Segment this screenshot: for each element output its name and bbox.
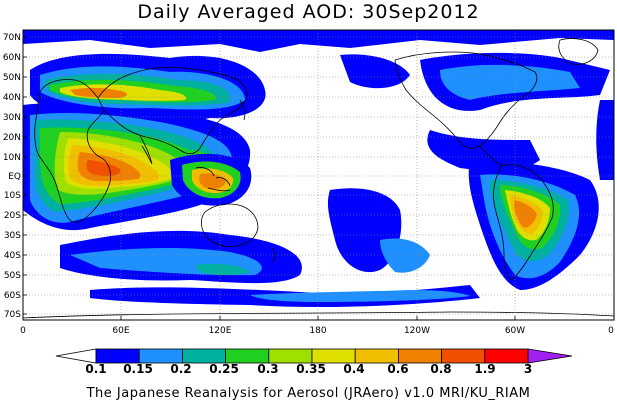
lat-label-40n: 40N: [3, 93, 21, 103]
coastlines: [23, 38, 614, 319]
longitude-gridlines: [120, 30, 516, 320]
lat-label-30s: 30S: [4, 231, 21, 241]
colorbar-swatch: [138, 348, 183, 364]
latitude-gridlines: [23, 36, 614, 315]
colorbar-label-0-35: 0.35: [296, 362, 326, 376]
colorbar-swatch: [225, 348, 270, 364]
axis-ticks: [23, 36, 516, 320]
lat-label-60s: 60S: [4, 291, 21, 301]
colorbar-label-0-6: 0.6: [387, 362, 409, 376]
lat-label-40s: 40S: [4, 251, 21, 261]
lon-label-120w: 120W: [404, 326, 430, 336]
colorbar-swatch: [95, 348, 140, 364]
colorbar-swatch: [354, 348, 399, 364]
colorbar-label-1-9: 1.9: [474, 362, 496, 376]
colorbar-label-0-15: 0.15: [123, 362, 153, 376]
lat-label-10s: 10S: [4, 191, 21, 201]
lat-label-50s: 50S: [4, 271, 21, 281]
latitude-labels: 70N 60N 50N 40N 30N 20N 10N EQ 10S 20S 3…: [3, 33, 21, 320]
colorbar-label-0-8: 0.8: [430, 362, 452, 376]
lon-label-60w: 60W: [505, 326, 525, 336]
colorbar-label-0-1: 0.1: [85, 362, 107, 376]
colorbar-label-0-4: 0.4: [343, 362, 365, 376]
colorbar-swatch: [311, 348, 356, 364]
lat-label-20n: 20N: [3, 133, 21, 143]
credit-text: The Japanese Reanalysis for Aerosol (JRA…: [86, 386, 531, 401]
lat-label-20s: 20S: [4, 211, 21, 221]
plot-frame: [22, 29, 615, 321]
colorbar-labels: 0.1 0.15 0.2 0.25 0.3 0.35 0.4 0.6 0.8 1…: [0, 362, 617, 378]
lat-label-50n: 50N: [3, 73, 21, 83]
lon-label-0-left: 0: [20, 326, 26, 336]
lat-label-30n: 30N: [3, 113, 21, 123]
colorbar-swatch: [441, 348, 486, 364]
lon-label-180: 180: [309, 326, 326, 336]
lat-label-10n: 10N: [3, 153, 21, 163]
colorbar-label-0-2: 0.2: [170, 362, 192, 376]
lon-label-120e: 120E: [209, 326, 232, 336]
colorbar-label-0-3: 0.3: [257, 362, 279, 376]
lat-label-60n: 60N: [3, 53, 21, 63]
colorbar-swatch: [181, 348, 226, 364]
colorbar-label-3: 3: [523, 362, 533, 376]
lat-label-70n: 70N: [3, 33, 21, 43]
lon-label-60e: 60E: [112, 326, 129, 336]
colorbar-swatch-below: [55, 348, 97, 364]
colorbar-swatch: [268, 348, 313, 364]
colorbar-label-0-25: 0.25: [209, 362, 239, 376]
map-title: Daily Averaged AOD: 30Sep2012: [137, 1, 480, 23]
lon-label-0-right: 0: [608, 326, 614, 336]
colorbar-swatch: [397, 348, 442, 364]
colorbar-swatch: [484, 348, 529, 364]
colorbar-swatch-above: [527, 348, 573, 364]
longitude-labels: 0 60E 120E 180 120W 60W 0: [20, 326, 614, 336]
colorbar: [55, 348, 573, 364]
lat-label-eq: EQ: [8, 172, 21, 182]
lat-label-70s: 70S: [4, 310, 21, 320]
